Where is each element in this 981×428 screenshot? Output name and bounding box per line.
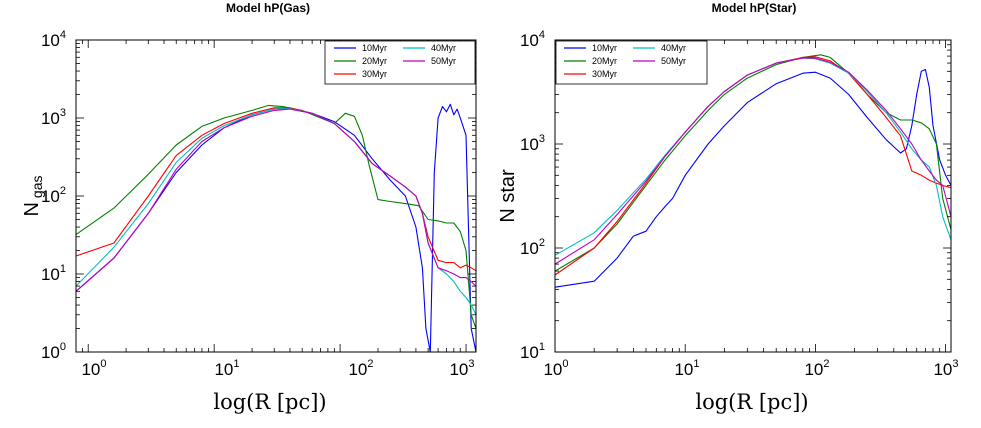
star-series-40myr xyxy=(554,57,952,256)
star-tick-marks xyxy=(554,39,951,353)
gas-ytick-label: 103 xyxy=(41,107,66,128)
star-legend-label-10myr: 10Myr xyxy=(592,43,617,53)
gas-series-50myr xyxy=(75,108,477,292)
gas-ytick-label: 100 xyxy=(41,341,66,362)
star-legend-label-50myr: 50Myr xyxy=(661,56,686,66)
star-legend-label-30myr: 30Myr xyxy=(592,69,617,79)
star-series-50myr xyxy=(554,57,952,265)
gas-legend-label-40myr: 40Myr xyxy=(431,43,456,53)
star-series-30myr xyxy=(554,56,952,276)
star-series-20myr xyxy=(554,54,952,272)
gas-series-10myr xyxy=(75,103,477,353)
gas-legend-label-10myr: 10Myr xyxy=(362,43,387,53)
gas-xtick-label: 103 xyxy=(449,358,474,379)
star-ytick-label: 102 xyxy=(520,237,545,258)
star-xtick-label: 100 xyxy=(543,358,568,379)
star-ytick-label: 104 xyxy=(520,29,545,50)
star-chart-title: Model hP(Star) xyxy=(712,1,797,15)
gas-chart: Model hP(Gas) 100 101 102 103 104 100 10… xyxy=(21,1,477,414)
gas-series-20myr xyxy=(75,104,477,329)
star-chart: Model hP(Star) 101 102 103 104 100 101 1… xyxy=(497,1,959,414)
gas-xtick-label: 100 xyxy=(81,358,106,379)
gas-ytick-label: 101 xyxy=(41,263,66,284)
star-ytick-label: 103 xyxy=(520,133,545,154)
star-ytick-label: 101 xyxy=(520,341,545,362)
star-xtick-label: 103 xyxy=(933,358,958,379)
star-ylabel: N star xyxy=(497,169,519,223)
gas-legend: 10Myr 20Myr 30Myr 40Myr 50Myr xyxy=(324,40,476,85)
star-legend-label-20myr: 20Myr xyxy=(592,56,617,66)
star-xtick-label: 101 xyxy=(674,358,699,379)
gas-series-40myr xyxy=(75,108,477,316)
star-legend-label-40myr: 40Myr xyxy=(661,43,686,53)
star-series-10myr xyxy=(554,68,952,288)
gas-legend-label-50myr: 50Myr xyxy=(431,56,456,66)
gas-legend-label-30myr: 30Myr xyxy=(362,69,387,79)
gas-legend-label-20myr: 20Myr xyxy=(362,56,387,66)
gas-xlabel: log(R [pc]) xyxy=(213,390,326,414)
star-series-group xyxy=(554,54,952,288)
gas-ytick-label: 104 xyxy=(41,29,66,50)
gas-xtick-label: 102 xyxy=(348,358,373,379)
star-xlabel: log(R [pc]) xyxy=(695,390,808,414)
gas-series-30myr xyxy=(75,107,477,272)
gas-ylabel: Ngas xyxy=(21,175,45,216)
gas-xtick-label: 101 xyxy=(214,358,239,379)
star-xtick-label: 102 xyxy=(804,358,829,379)
gas-series-group xyxy=(75,103,477,353)
gas-ytick-label: 102 xyxy=(41,185,66,206)
star-legend: 10Myr 20Myr 30Myr 40Myr 50Myr xyxy=(555,40,708,85)
star-plot-frame xyxy=(554,39,952,353)
gas-chart-title: Model hP(Gas) xyxy=(226,1,310,15)
